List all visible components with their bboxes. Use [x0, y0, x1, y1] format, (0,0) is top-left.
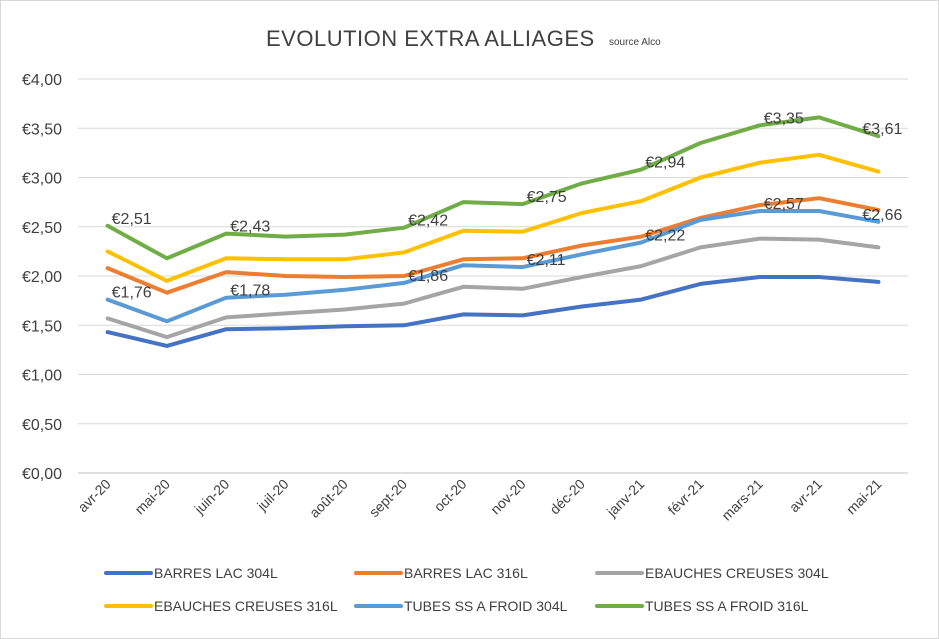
y-tick-label: €2,50 [22, 220, 62, 237]
series-line [105, 236, 881, 340]
chart-title: EVOLUTION EXTRA ALLIAGES [266, 26, 595, 51]
series-line [105, 152, 881, 283]
x-tick-label: janv-21 [603, 476, 648, 521]
x-tick-label: avr-20 [74, 476, 114, 516]
legend-entry: BARRES LAC 316L [404, 565, 528, 581]
x-tick-label: oct-20 [431, 476, 470, 515]
data-label: €2,94 [645, 155, 685, 172]
x-tick-label: mai-20 [131, 476, 173, 518]
legend-entry: BARRES LAC 304L [154, 565, 278, 581]
data-label: €2,75 [527, 189, 567, 206]
legend-entry: TUBES SS A FROID 316L [645, 598, 809, 614]
data-label: €2,22 [645, 228, 685, 245]
x-tick-label: nov-20 [487, 476, 529, 518]
data-label: €2,43 [230, 219, 270, 236]
series-line [105, 115, 881, 261]
series-line [105, 275, 881, 348]
y-tick-label: €2,00 [22, 269, 62, 286]
data-label: €2,57 [764, 196, 804, 213]
data-label: €1,76 [112, 285, 152, 302]
x-tick-label: févr-21 [664, 476, 706, 518]
data-labels: €2,51 €2,43 €2,42 €2,75 €2,94 €3,35 €3,61 €1,76… [112, 110, 903, 301]
y-tick-label: €4,00 [22, 72, 62, 89]
x-tick-label: mars-21 [718, 476, 766, 524]
legend-entry: EBAUCHES CREUSES 304L [645, 565, 829, 581]
x-tick-label: juin-20 [191, 476, 233, 518]
y-tick-label: €3,00 [22, 171, 62, 188]
legend-entry: EBAUCHES CREUSES 316L [154, 598, 338, 614]
x-tick-label: avr-21 [786, 476, 826, 516]
data-label: €2,51 [112, 211, 152, 228]
data-label: €2,42 [408, 213, 448, 230]
y-tick-label: €0,50 [22, 417, 62, 434]
x-tick-label: juil-20 [253, 476, 292, 515]
series-lines [105, 115, 881, 348]
y-tick-label: €1,50 [22, 318, 62, 335]
series-line [105, 209, 881, 324]
x-axis-ticks: avr-20 mai-20 juin-20 juil-20 août-20 sept-20… [74, 476, 884, 524]
legend: BARRES LAC 304L BARRES LAC 316L EBAUCHES C… [104, 565, 829, 614]
y-tick-label: €1,00 [22, 368, 62, 385]
data-label: €3,35 [764, 110, 804, 127]
data-label: €3,61 [862, 121, 902, 138]
series-line [105, 196, 881, 295]
x-tick-label: sept-20 [366, 476, 410, 520]
y-axis-ticks: €0,00 €0,50 €1,00 €1,50 €2,00 €2,50 €3,00 €3,50… [22, 72, 62, 483]
x-tick-label: mai-21 [843, 476, 885, 518]
data-label: €2,66 [862, 207, 902, 224]
y-tick-label: €0,00 [22, 466, 62, 483]
legend-entry: TUBES SS A FROID 304L [404, 598, 568, 614]
data-label: €1,86 [408, 268, 448, 285]
y-tick-label: €3,50 [22, 121, 62, 138]
x-tick-label: août-20 [306, 476, 351, 521]
x-tick-label: déc-20 [546, 476, 588, 518]
data-label: €2,11 [527, 252, 566, 269]
chart-subtitle: source Alco [609, 37, 661, 48]
data-label: €1,78 [230, 283, 270, 300]
